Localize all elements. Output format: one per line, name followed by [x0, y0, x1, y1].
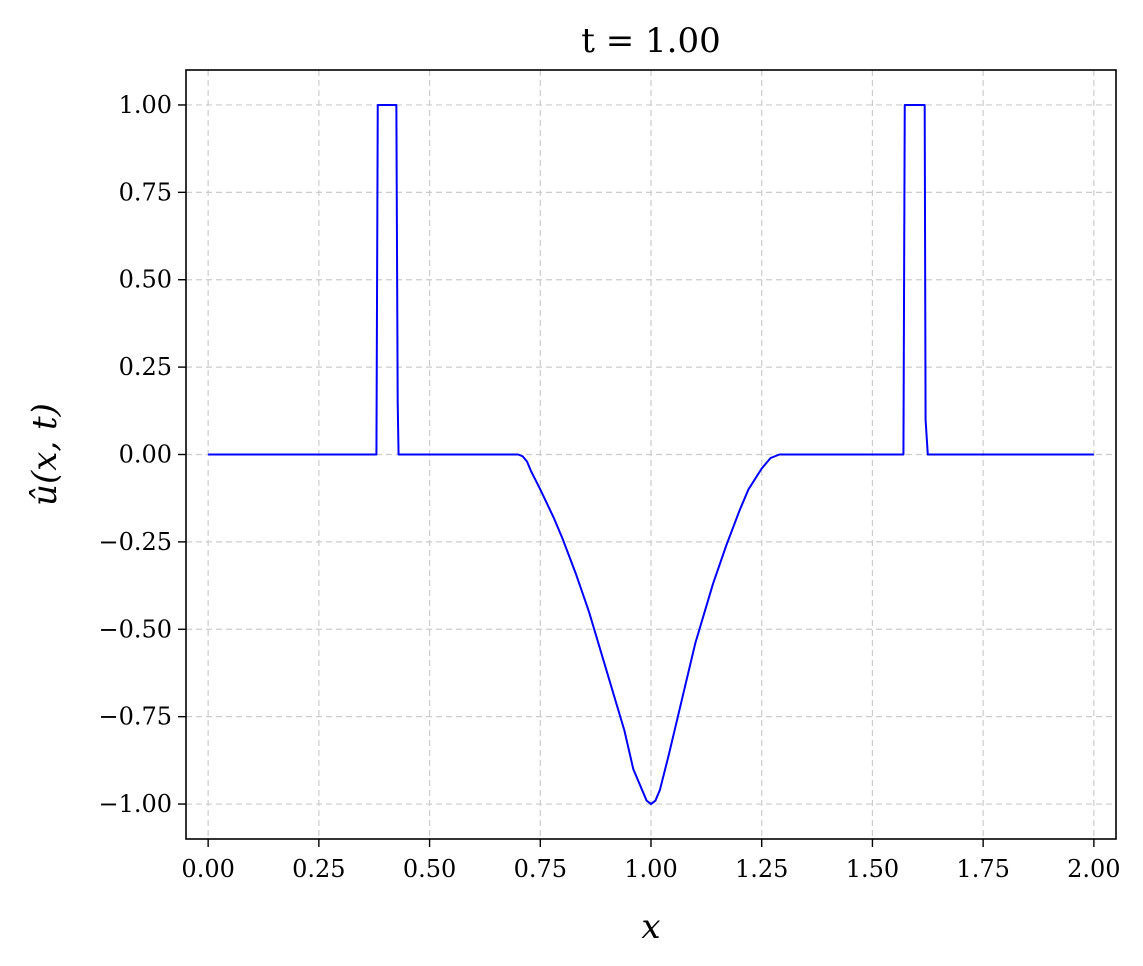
x-tick-label: 0.75: [514, 855, 567, 883]
x-tick-label: 0.00: [181, 855, 234, 883]
series-line: [208, 103, 1094, 806]
y-tick-label: 0.75: [119, 178, 172, 206]
y-tick-label: 0.00: [119, 441, 172, 469]
series-layer: [208, 103, 1094, 806]
chart-title: t = 1.00: [581, 21, 720, 61]
x-tick-label: 1.25: [735, 855, 788, 883]
y-tick-label: −0.25: [98, 528, 172, 556]
y-tick-label: 1.00: [119, 91, 172, 119]
y-axis-ticks: 1.00 0.75 0.50 0.25 0.00 −0.25 −0.50 −0.75 −1.00: [98, 91, 186, 818]
x-tick-label: 0.50: [403, 855, 456, 883]
x-tick-label: 1.50: [846, 855, 899, 883]
x-tick-label: 1.75: [956, 855, 1009, 883]
y-axis-title: û(x, t): [25, 403, 65, 506]
y-tick-label: −1.00: [98, 790, 172, 818]
y-tick-label: 0.50: [119, 266, 172, 294]
y-tick-label: −0.50: [98, 615, 172, 643]
x-tick-label: 2.00: [1067, 855, 1120, 883]
x-axis-ticks: 0.00 0.25 0.50 0.75 1.00 1.25 1.50 1.75 2.00: [181, 839, 1121, 883]
x-axis-title: x: [641, 907, 660, 947]
y-tick-label: −0.75: [98, 703, 172, 731]
x-tick-label: 1.00: [624, 855, 677, 883]
x-tick-label: 0.25: [292, 855, 345, 883]
y-tick-label: 0.25: [119, 353, 172, 381]
